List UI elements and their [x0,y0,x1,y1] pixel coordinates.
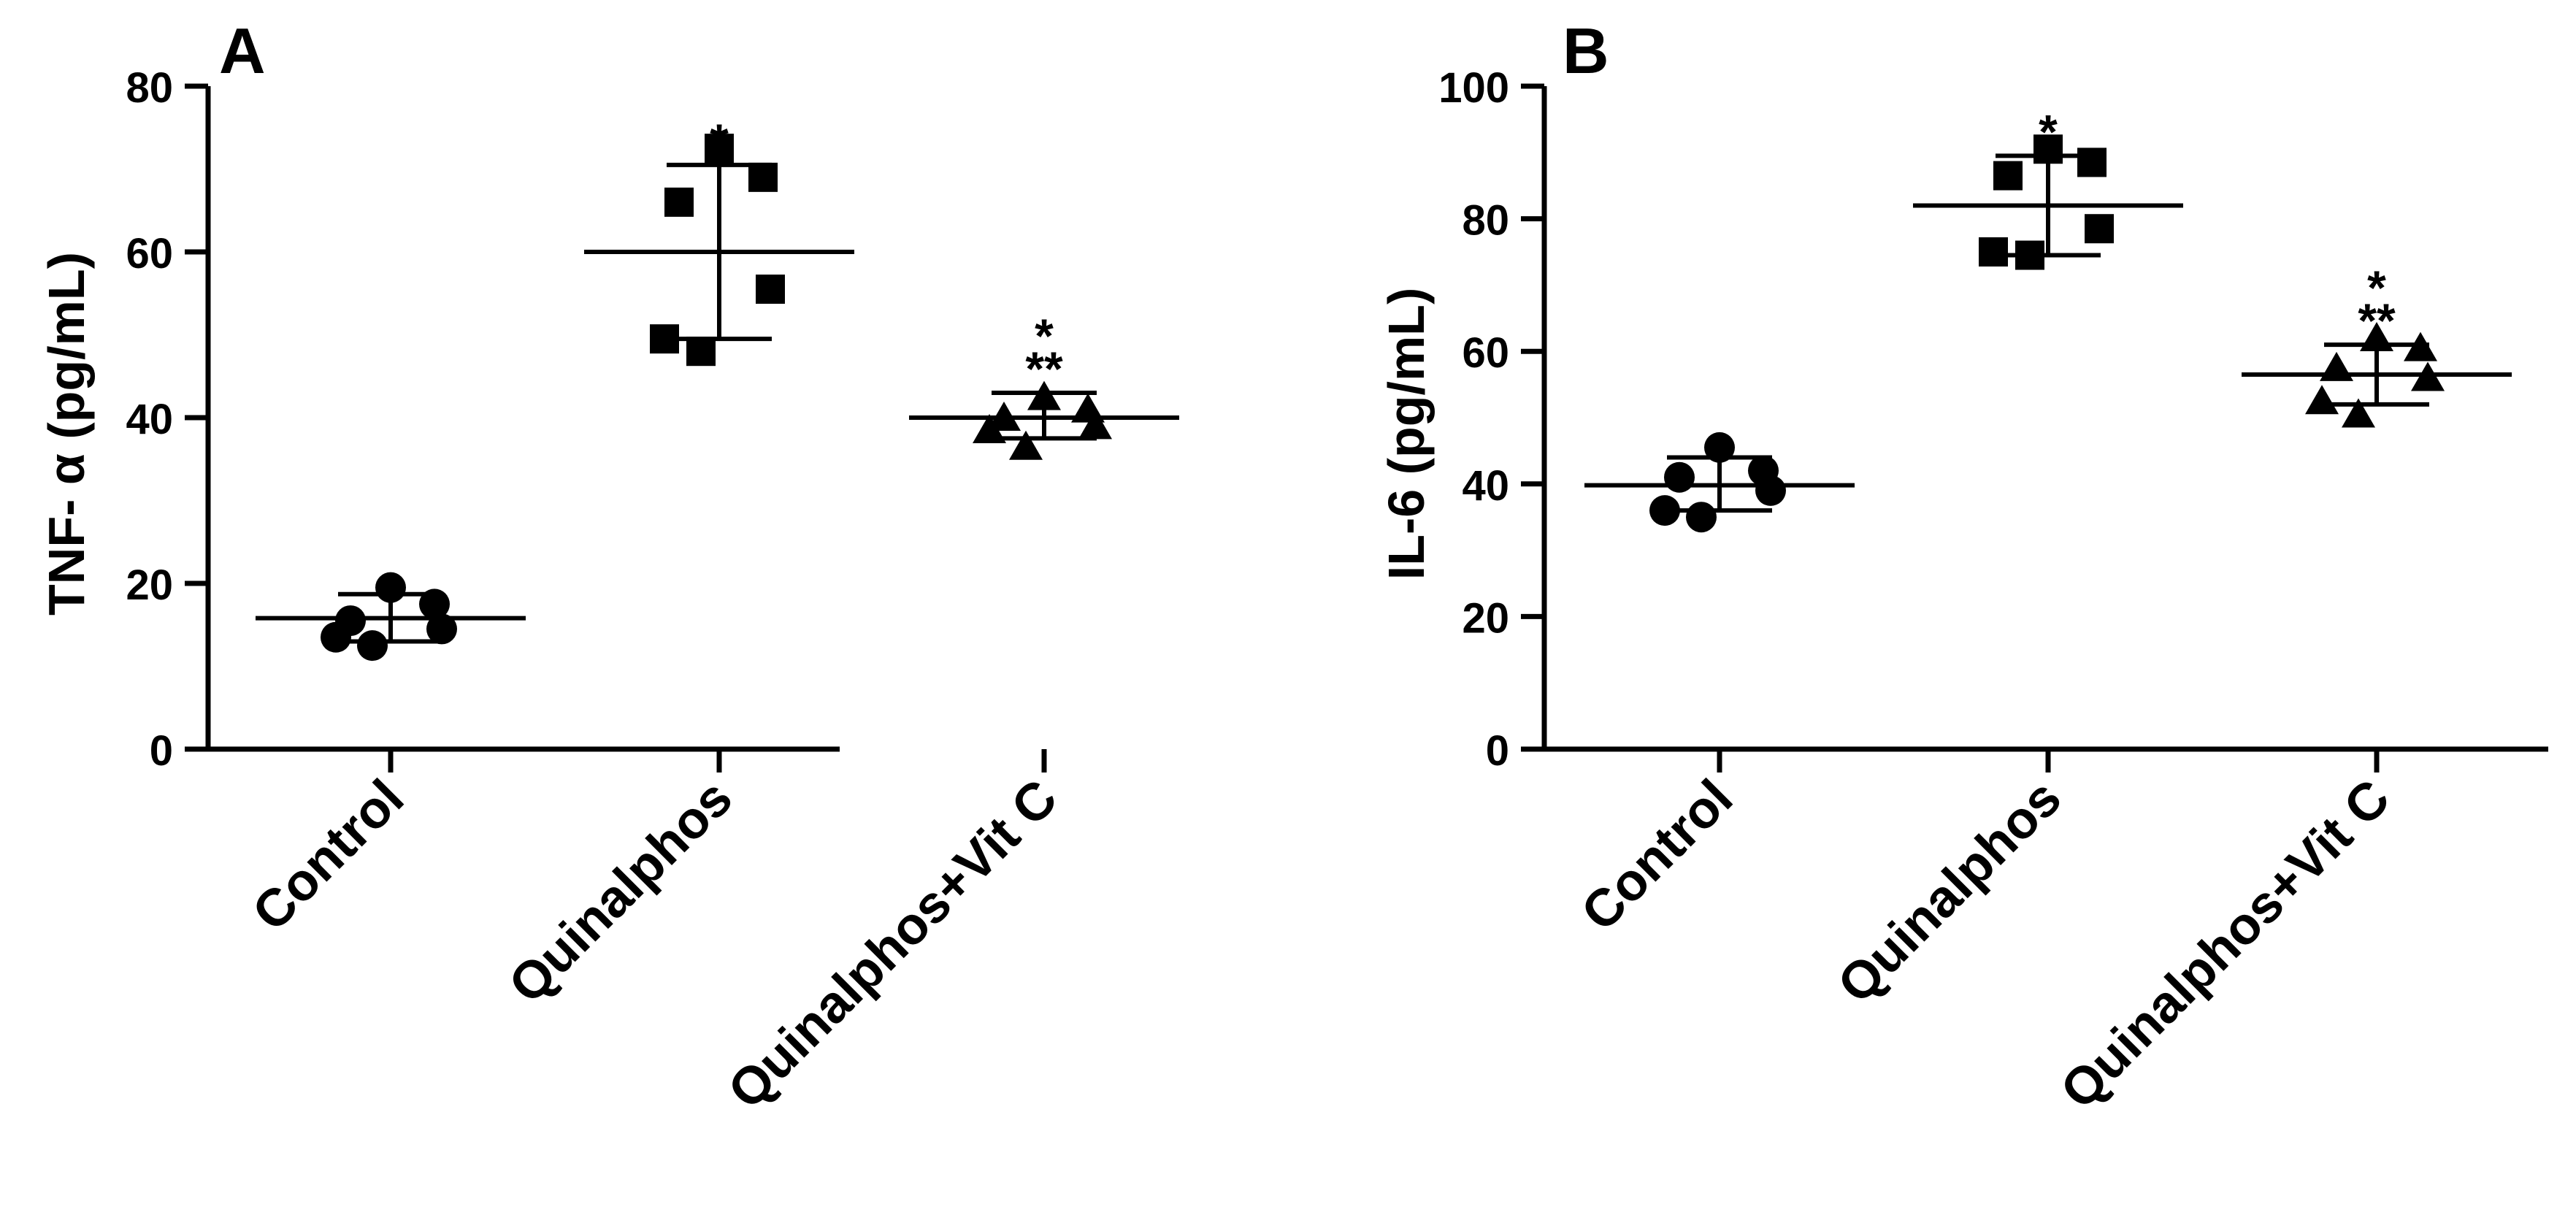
series-group: * [1913,104,2183,270]
significance-marker: ** [2358,294,2396,348]
data-point [2320,351,2353,381]
panel-b: B IL-6 (pg/mL) 0 20 40 60 80 100 Control Quinal… [1378,15,2548,1120]
panel-label: B [1563,15,1609,87]
data-point [2305,385,2339,415]
data-point [705,134,734,164]
significance-marker: * [1035,309,1054,363]
data-point [1664,461,1695,493]
significance-marker: ** [1025,342,1063,396]
y-tick-label: 80 [1462,197,1509,245]
data-point [650,324,679,354]
x-tick-label: Quinalphos+Vit C [717,769,1068,1120]
data-point [419,589,450,620]
series-group [256,572,526,662]
y-tick-label: 0 [1486,727,1509,775]
series-group: *** [2242,261,2512,428]
data-point [1686,502,1717,533]
data-point [973,414,1006,444]
y-tick-label: 40 [1462,462,1509,510]
y-tick-label: 20 [126,561,173,609]
x-tick-label: Control [1571,769,1744,943]
data-point [1979,237,2008,267]
x-tick-label: Quinalphos+Vit C [2050,769,2401,1120]
series-group [1584,432,1855,533]
data-point [1755,475,1786,506]
data-point [1027,380,1061,410]
series-group: * [584,114,854,367]
significance-marker: * [2039,104,2058,158]
significance-marker: * [2367,261,2386,315]
data-point [2015,240,2044,270]
data-point [2411,361,2445,391]
x-tick-label: Quinalphos [1827,769,2073,1015]
data-point [426,613,457,645]
data-point [2360,322,2393,352]
y-tick-label: 60 [1462,329,1509,377]
y-tick-label: 100 [1438,64,1509,112]
data-point [756,275,785,304]
x-tick-label: Quinalphos [498,769,744,1015]
data-point [2077,147,2107,177]
y-tick-label: 40 [126,396,173,443]
data-point [2404,331,2437,361]
data-point [375,572,406,603]
data-point [321,621,351,653]
data-point [2342,398,2375,428]
y-tick-label: 80 [126,64,173,112]
x-tick-label: Control [242,769,415,943]
y-tick-label: 60 [126,230,173,277]
data-point [1649,495,1680,526]
significance-marker: * [710,114,729,168]
y-tick-label: 0 [150,727,173,775]
data-point [664,187,694,217]
series-group: *** [909,309,1179,460]
data-point [1704,432,1735,463]
data-point [686,337,716,367]
data-point [1009,430,1043,460]
panel-a: A TNF- α (pg/mL) 0 20 40 60 80 Control Quinalp… [38,15,1179,1120]
data-point [357,630,388,662]
data-point [987,402,1021,431]
data-point [748,162,778,192]
panel-label: A [219,15,266,87]
data-point [2033,134,2063,164]
y-tick-label: 20 [1462,594,1509,642]
data-point [1993,161,2023,191]
data-point [1078,410,1112,440]
y-axis-label: IL-6 (pg/mL) [1378,288,1435,580]
y-axis-label: TNF- α (pg/mL) [38,252,95,616]
data-point [2085,214,2114,244]
